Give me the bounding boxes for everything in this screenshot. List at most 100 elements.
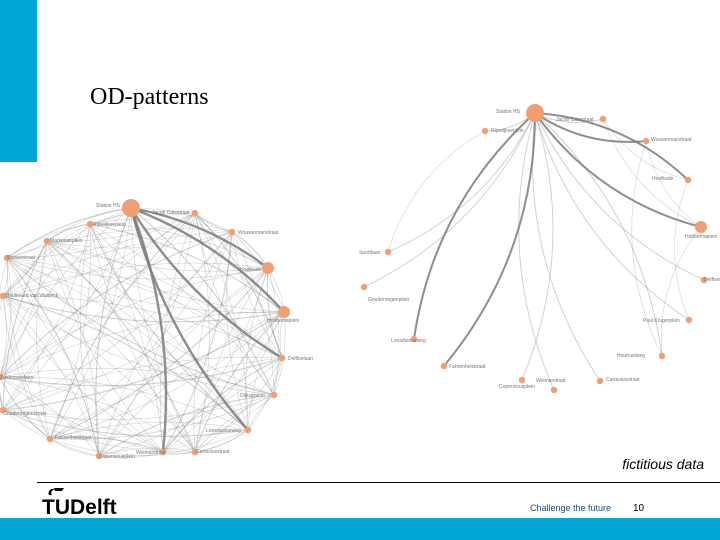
left-graph-node-label: Station HS (96, 203, 121, 209)
left-edge (194, 212, 285, 313)
left-edge (0, 376, 164, 453)
left-edge (267, 267, 280, 396)
left-edge (130, 206, 269, 269)
left-edge (129, 207, 168, 453)
left-edge (266, 267, 283, 359)
left-edge (0, 311, 285, 378)
left-edge (98, 357, 283, 457)
left-graph-node-label: Jacob Catsstraat (152, 210, 190, 216)
right-edge (661, 226, 702, 357)
left-edge (98, 212, 196, 457)
left-edge (0, 295, 4, 411)
left-edge (46, 240, 285, 313)
right-edge (534, 112, 663, 357)
fictitious-data-note: fictitious data (622, 456, 704, 472)
left-graph-node-label: Dijksgracht (240, 393, 265, 399)
right-edge (443, 112, 536, 367)
left-edge (193, 231, 233, 453)
left-graph-node (46, 435, 54, 443)
left-edge (2, 295, 164, 453)
left-edge (194, 311, 285, 453)
right-graph-node (642, 137, 650, 145)
left-edge (130, 206, 285, 313)
left-edge (46, 240, 249, 431)
right-graph-node (360, 283, 368, 291)
left-edge (36, 240, 51, 440)
right-edge (534, 112, 689, 181)
left-edge (6, 257, 100, 457)
right-edge (413, 112, 536, 340)
right-graph-node-label: Goudenregenplein (368, 297, 409, 303)
right-graph-node (526, 104, 544, 122)
right-edge (534, 112, 690, 321)
right-graph-node (685, 316, 693, 324)
left-edge (2, 231, 233, 297)
right-graph-node (410, 335, 418, 343)
left-edge (89, 223, 269, 269)
left-graph-node-label: Cartesiusstraat (196, 449, 230, 455)
left-graph-node-label: Hoefkade (240, 267, 262, 273)
right-edge (534, 112, 702, 228)
left-edge (2, 207, 132, 297)
left-edge (49, 357, 283, 440)
left-graph-node (278, 354, 286, 362)
left-graph-node (122, 199, 140, 217)
right-graph-node-label: Cartesiusstraat (606, 377, 640, 383)
left-edge (247, 357, 283, 431)
left-edge (98, 231, 233, 457)
left-edge (89, 223, 275, 396)
left-edge (129, 207, 249, 431)
left-graph-node-label: Delftselaan (288, 356, 313, 362)
left-graph-node-label: Markenseplein (50, 238, 83, 244)
left-edge (0, 368, 275, 396)
left-edge (89, 223, 164, 453)
left-edge (162, 394, 275, 453)
right-graph-node-label: Delftselaan (704, 277, 720, 283)
left-edge (0, 295, 7, 378)
footer-rule (37, 482, 720, 483)
right-edge (531, 112, 601, 382)
left-edge (49, 436, 164, 453)
left-edge (98, 451, 164, 459)
left-edge (194, 394, 275, 453)
left-graph-node-label: Hobbemaplein (267, 318, 299, 324)
left-graph-node-label: Boulevard van Waldeck (6, 293, 59, 299)
left-edge (2, 240, 48, 411)
right-graph-node (695, 221, 707, 233)
left-edge (194, 212, 210, 453)
left-edge (0, 267, 269, 378)
left-edge (2, 212, 196, 297)
left-graph-node (278, 306, 290, 318)
right-graph-node-label: Paul Krugerplein (643, 318, 680, 324)
left-edge (46, 240, 283, 359)
right-graph-node-label: Weimarstraat (536, 378, 566, 384)
left-graph-node-label: Rijswijkseplein (93, 222, 126, 228)
left-edge (2, 295, 196, 453)
right-edge (602, 118, 689, 181)
left-edge (2, 409, 164, 453)
left-edge (194, 212, 283, 359)
left-edge (89, 223, 285, 313)
left-edge (247, 311, 285, 431)
left-graph-node (3, 254, 11, 262)
left-edge (49, 421, 249, 440)
left-edge (49, 394, 275, 440)
left-edge (0, 257, 8, 411)
left-graph-node-label: Fahrenheitstraat (55, 435, 92, 441)
right-graph-node-label: Wouwermanstraat (651, 137, 692, 143)
left-edge (0, 376, 100, 457)
right-graph-node-label: Jacob Catsstraat (556, 117, 594, 123)
left-edge (2, 295, 285, 323)
left-edge (162, 357, 283, 453)
left-edge (162, 429, 249, 453)
left-edge (89, 223, 283, 359)
right-graph-node-label: Hoefkade (652, 176, 674, 182)
edges-layer (0, 112, 705, 459)
logo-text: TUDelft (42, 496, 117, 519)
right-graph-node (596, 377, 604, 385)
left-edge (6, 240, 48, 259)
left-edge (2, 223, 91, 297)
left-edge (159, 212, 196, 453)
left-edge (231, 231, 275, 396)
left-edge (0, 231, 233, 378)
